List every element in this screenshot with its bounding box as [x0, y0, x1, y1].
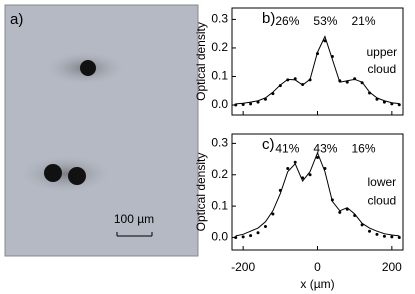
data-point — [293, 160, 297, 164]
image-background — [4, 4, 199, 257]
x-axis-title: x (µm) — [300, 277, 334, 291]
annotation: cloud — [368, 193, 397, 207]
x-tick-label: 0 — [314, 260, 321, 274]
data-point — [234, 235, 238, 239]
data-point — [249, 234, 253, 238]
data-point — [316, 156, 319, 160]
panel-label: c) — [262, 136, 275, 153]
data-point — [256, 100, 260, 104]
annotation: lower — [368, 175, 397, 189]
cloud — [68, 167, 86, 185]
annotation: 26% — [275, 14, 299, 28]
cloud — [44, 164, 62, 182]
x-tick-label: 200 — [382, 260, 402, 274]
data-point — [241, 235, 245, 239]
panel-label: b) — [262, 10, 275, 27]
scale-label: 100 µm — [114, 212, 154, 226]
x-tick-label: -200 — [231, 260, 255, 274]
panel-label: a) — [10, 11, 23, 28]
annotation: 16% — [352, 141, 376, 155]
data-point — [375, 232, 379, 236]
annotation: cloud — [368, 62, 397, 76]
y-tick-label: 0.1 — [211, 69, 228, 83]
cloud — [80, 60, 96, 76]
data-point — [397, 235, 401, 239]
data-point — [390, 235, 394, 239]
y-axis-title: Optical density — [194, 153, 208, 232]
data-point — [338, 210, 342, 214]
fit-line — [235, 35, 400, 105]
y-axis-title: Optical density — [194, 22, 208, 101]
y-tick-label: 0.2 — [211, 167, 228, 181]
data-point — [256, 231, 260, 235]
annotation: 41% — [275, 141, 299, 155]
y-tick-label: 0.3 — [211, 12, 228, 26]
data-point — [271, 212, 275, 216]
fit-line — [235, 151, 400, 237]
y-tick-label: 0.2 — [211, 40, 228, 54]
data-point — [263, 224, 267, 228]
annotation: 43% — [313, 141, 337, 155]
y-tick-label: 0.0 — [211, 97, 228, 111]
annotation: 53% — [313, 14, 337, 28]
data-point — [345, 80, 349, 84]
annotation: upper — [366, 45, 397, 59]
y-tick-label: 0.0 — [211, 230, 228, 244]
data-point — [308, 173, 312, 177]
data-point — [286, 166, 290, 170]
y-tick-label: 0.1 — [211, 198, 228, 212]
y-tick-label: 0.3 — [211, 136, 228, 150]
cloud-halo — [22, 156, 110, 192]
data-point — [382, 234, 386, 238]
data-point — [249, 102, 253, 106]
annotation: 21% — [352, 14, 376, 28]
data-point — [368, 229, 372, 233]
